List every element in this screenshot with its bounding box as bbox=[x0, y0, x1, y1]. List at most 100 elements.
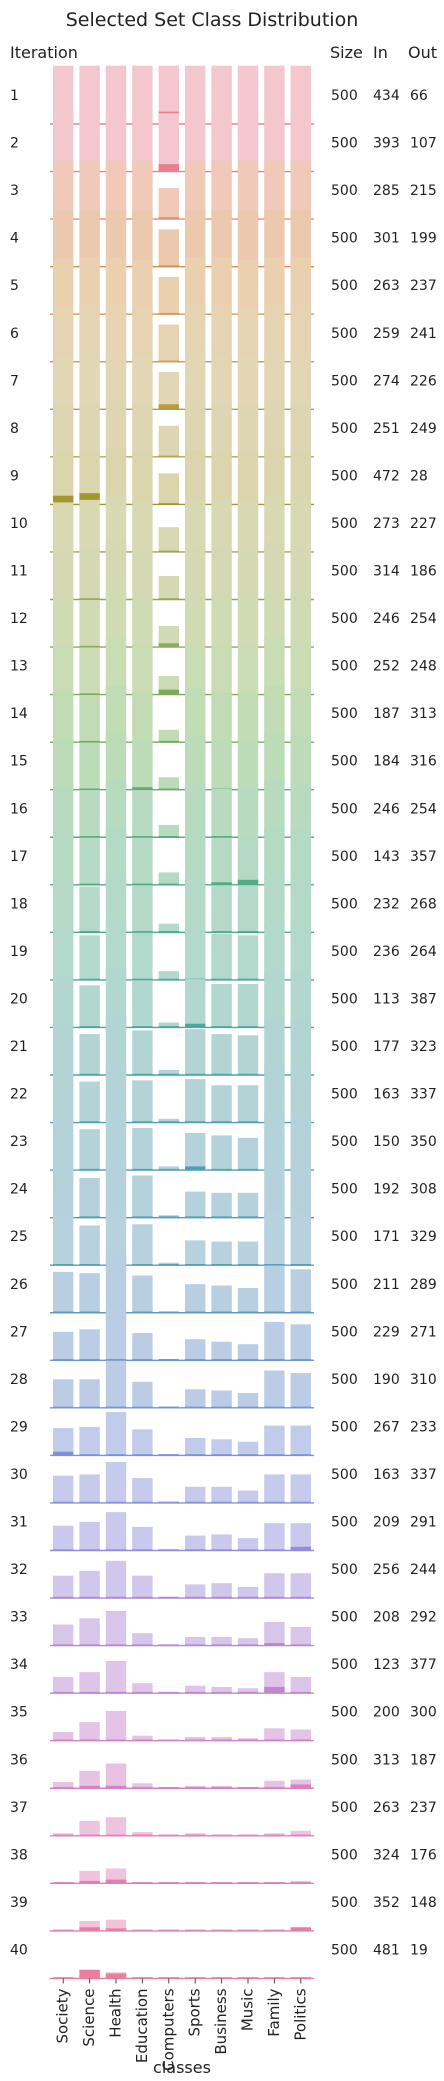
total-bar bbox=[211, 788, 232, 838]
total-bar bbox=[185, 1191, 206, 1218]
iteration-row: 19 500 236 264 bbox=[10, 921, 437, 981]
in-value: 393 bbox=[373, 136, 400, 152]
size-value: 500 bbox=[331, 516, 358, 532]
iteration-row: 37 500 263 237 bbox=[10, 1800, 437, 1837]
iteration-row: 35 500 200 300 bbox=[10, 1705, 437, 1742]
total-bar bbox=[79, 305, 100, 362]
total-bar bbox=[237, 1241, 259, 1266]
total-bar bbox=[185, 880, 206, 933]
in-value: 200 bbox=[373, 1705, 400, 1721]
selected-bar bbox=[211, 882, 232, 885]
total-bar bbox=[53, 160, 74, 220]
iteration-row: 29 500 267 233 bbox=[10, 1412, 437, 1457]
iteration-row: 34 500 123 377 bbox=[10, 1657, 437, 1694]
size-value: 500 bbox=[331, 1562, 358, 1578]
total-bar bbox=[158, 626, 179, 648]
out-value: 254 bbox=[410, 801, 437, 817]
total-bar bbox=[105, 1919, 127, 1931]
total-bar bbox=[132, 740, 153, 790]
total-bar bbox=[211, 984, 232, 1028]
iteration-label: 38 bbox=[10, 1847, 28, 1863]
iteration-row: 25 500 171 329 bbox=[10, 1206, 437, 1266]
selected-bar bbox=[158, 643, 179, 647]
total-bar bbox=[237, 1137, 259, 1171]
size-value: 500 bbox=[331, 944, 358, 960]
total-bar bbox=[79, 1522, 100, 1551]
total-bar bbox=[185, 1737, 206, 1741]
iteration-label: 31 bbox=[10, 1515, 28, 1531]
total-bar bbox=[105, 1016, 127, 1075]
selected-bar bbox=[237, 879, 259, 885]
out-header: Out bbox=[408, 43, 437, 62]
in-value: 259 bbox=[373, 326, 400, 342]
total-bar bbox=[185, 113, 206, 172]
total-bar bbox=[79, 1474, 100, 1503]
total-bar bbox=[264, 875, 285, 933]
total-bar bbox=[105, 65, 127, 124]
total-bar bbox=[290, 876, 311, 933]
out-value: 237 bbox=[410, 278, 437, 294]
size-value: 500 bbox=[331, 1372, 358, 1388]
total-bar bbox=[237, 885, 259, 933]
size-value: 500 bbox=[331, 1134, 358, 1150]
total-bar bbox=[53, 1525, 74, 1551]
total-bar bbox=[237, 1490, 259, 1503]
iteration-row: 31 500 209 291 bbox=[10, 1512, 437, 1552]
total-bar bbox=[290, 1627, 311, 1646]
iteration-label: 7 bbox=[10, 373, 19, 389]
in-value: 236 bbox=[373, 944, 400, 960]
total-bar bbox=[79, 1178, 100, 1218]
total-bar bbox=[79, 451, 100, 505]
total-bar bbox=[264, 113, 285, 172]
total-bar bbox=[132, 356, 153, 410]
iteration-row: 39 500 352 148 bbox=[10, 1895, 437, 1932]
in-value: 192 bbox=[373, 1182, 400, 1198]
total-bar bbox=[237, 935, 259, 980]
total-bar bbox=[211, 740, 232, 790]
out-value: 310 bbox=[410, 1372, 437, 1388]
total-bar bbox=[264, 1523, 285, 1551]
out-value: 241 bbox=[410, 326, 437, 342]
out-value: 357 bbox=[410, 849, 437, 865]
total-bar bbox=[264, 1728, 285, 1741]
total-bar bbox=[237, 787, 259, 838]
in-value: 184 bbox=[373, 754, 400, 770]
total-bar bbox=[105, 160, 127, 220]
total-bar bbox=[211, 1241, 232, 1266]
total-bar bbox=[211, 305, 232, 362]
total-bar bbox=[185, 257, 206, 315]
out-value: 264 bbox=[410, 944, 437, 960]
out-value: 19 bbox=[410, 1942, 428, 1958]
total-bar bbox=[185, 783, 206, 838]
size-value: 500 bbox=[331, 1467, 358, 1483]
total-bar bbox=[105, 969, 127, 1028]
total-bar bbox=[79, 1770, 100, 1789]
total-bar bbox=[105, 304, 127, 362]
iteration-row: 2 500 393 107 bbox=[10, 113, 437, 173]
iteration-row: 9 500 472 28 bbox=[10, 447, 428, 506]
total-bar bbox=[53, 1271, 74, 1313]
iteration-label: 22 bbox=[10, 1087, 28, 1103]
total-bar bbox=[132, 1633, 153, 1646]
total-bar bbox=[185, 688, 206, 743]
out-value: 244 bbox=[410, 1562, 437, 1578]
total-bar bbox=[158, 473, 179, 505]
iteration-row: 26 500 211 289 bbox=[10, 1254, 437, 1314]
size-value: 500 bbox=[331, 706, 358, 722]
total-bar bbox=[211, 692, 232, 743]
total-bar bbox=[79, 257, 100, 315]
total-bar bbox=[211, 1686, 232, 1694]
iteration-row: 30 500 163 337 bbox=[10, 1462, 437, 1504]
in-value: 285 bbox=[373, 183, 400, 199]
total-bar bbox=[79, 402, 100, 457]
out-value: 66 bbox=[410, 88, 428, 104]
total-bar bbox=[211, 1285, 232, 1313]
total-bar bbox=[132, 1175, 153, 1218]
total-bar bbox=[53, 1071, 74, 1123]
size-value: 500 bbox=[331, 1752, 358, 1768]
total-bar bbox=[53, 1833, 74, 1836]
total-bar bbox=[264, 209, 285, 267]
total-bar bbox=[237, 835, 259, 885]
in-value: 324 bbox=[373, 1847, 400, 1863]
in-value: 481 bbox=[373, 1942, 400, 1958]
